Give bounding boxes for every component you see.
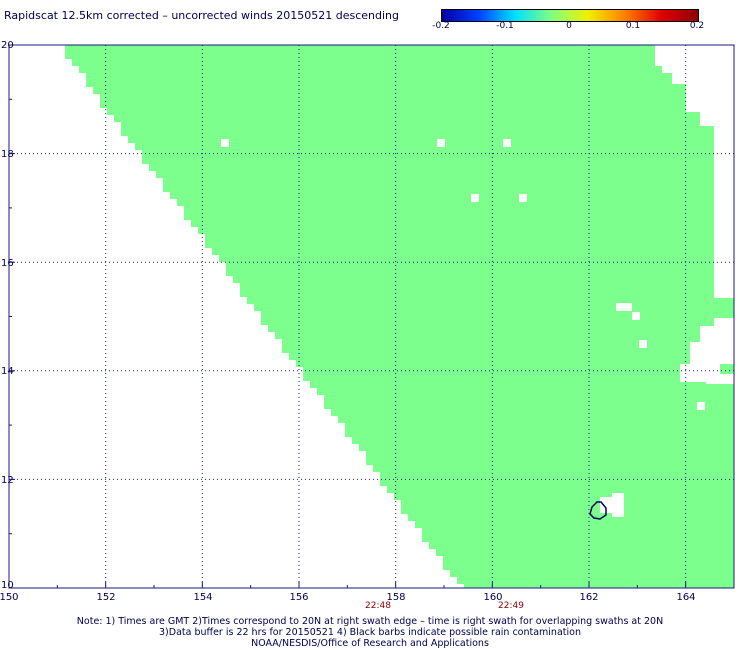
missing-data-cell [706, 374, 734, 384]
swath-layer [65, 45, 734, 588]
missing-data-cell [714, 318, 734, 326]
footnote-line: Note: 1) Times are GMT 2)Times correspon… [76, 616, 664, 627]
grid-layer [8, 44, 735, 589]
swath-edge-gap [655, 45, 734, 298]
swath-area [65, 45, 734, 588]
colorbar-tick: -0.2 [432, 21, 450, 31]
lon-label: 152 [96, 592, 116, 603]
missing-data-cell [700, 326, 734, 342]
missing-data-cell [639, 340, 647, 348]
missing-data-layer [221, 139, 734, 517]
lon-label: 156 [289, 592, 309, 603]
footnote-line: NOAA/NESDIS/Office of Research and Appli… [251, 638, 489, 649]
lat-label: 18 [1, 149, 14, 160]
missing-data-cell [471, 194, 479, 202]
missing-data-cell [437, 139, 445, 147]
lon-label: 162 [579, 592, 599, 603]
lon-label: 160 [483, 592, 503, 603]
colorbar [441, 9, 699, 22]
map-frame [8, 44, 735, 589]
map-title: Rapidscat 12.5km corrected – uncorrected… [4, 9, 400, 22]
swath-time: 22:49 [498, 601, 524, 611]
missing-data-cell [697, 402, 705, 410]
missing-data-cell [616, 303, 632, 311]
lon-label: 164 [676, 592, 696, 603]
footnote-line: 3)Data buffer is 22 hrs for 20150521 4) … [159, 627, 581, 638]
lat-label: 14 [1, 366, 14, 377]
lat-label: 20 [1, 40, 14, 51]
lat-label: 16 [1, 258, 14, 269]
missing-data-cell [632, 312, 640, 320]
colorbar-tick: 0.2 [689, 21, 705, 31]
lat-label: 12 [1, 475, 14, 486]
colorbar-tick: -0.1 [496, 21, 514, 31]
colorbar-tick: 0.1 [625, 21, 641, 31]
missing-data-cell [503, 139, 511, 147]
lat-label: 10 [1, 580, 14, 591]
lon-label: 158 [386, 592, 406, 603]
swath-time: 22:48 [365, 601, 391, 611]
lon-label: 154 [193, 592, 213, 603]
missing-data-cell [221, 139, 229, 147]
missing-data-cell [612, 493, 624, 517]
colorbar-tick: 0 [566, 21, 572, 31]
lon-label: 150 [0, 592, 19, 603]
missing-data-cell [600, 497, 612, 513]
rain-contour [589, 501, 607, 520]
missing-data-cell [519, 194, 527, 202]
missing-data-cell [690, 342, 734, 364]
